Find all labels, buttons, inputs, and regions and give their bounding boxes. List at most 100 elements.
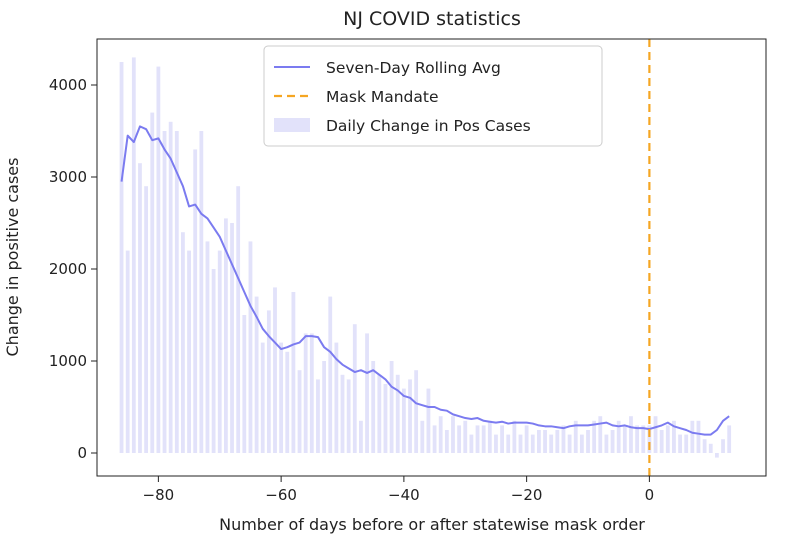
daily-change-bar — [395, 374, 400, 453]
x-axis-ticks: −80 −60 −40 −20 0 — [143, 476, 654, 504]
legend: Seven-Day Rolling Avg Mask Mandate Daily… — [263, 45, 603, 147]
daily-change-bar — [579, 434, 584, 453]
daily-change-bar — [432, 425, 437, 453]
daily-change-bar — [144, 186, 149, 453]
daily-change-bar — [401, 388, 406, 453]
daily-change-bar — [150, 112, 155, 453]
daily-change-bar — [457, 425, 462, 453]
daily-change-bar — [199, 131, 204, 453]
daily-change-bar — [518, 434, 523, 453]
y-axis-label: Change in positive cases — [3, 158, 22, 357]
daily-change-bar — [622, 425, 627, 453]
daily-change-bar — [223, 218, 228, 453]
daily-change-bar — [481, 425, 486, 453]
daily-change-bar — [438, 416, 443, 453]
daily-change-bar — [604, 434, 609, 453]
daily-change-bar — [383, 384, 388, 453]
daily-change-bar — [236, 186, 241, 453]
daily-change-bar — [524, 425, 529, 453]
daily-change-bar — [451, 416, 455, 453]
daily-change-bar — [328, 296, 333, 453]
daily-change-bar — [230, 223, 234, 453]
daily-change-bar — [181, 232, 185, 453]
daily-change-bar — [672, 420, 676, 453]
daily-change-bar — [616, 420, 621, 453]
daily-change-bar — [487, 420, 492, 453]
legend-label-rolling-avg: Seven-Day Rolling Avg — [326, 59, 501, 77]
daily-change-bar — [426, 388, 431, 453]
daily-change-bar — [174, 131, 179, 453]
daily-change-bar — [273, 287, 277, 453]
daily-change-bar — [217, 250, 222, 453]
daily-change-bar — [162, 131, 167, 453]
daily-change-bar — [279, 342, 284, 453]
plot-frame — [96, 38, 767, 477]
daily-change-bar — [131, 57, 136, 454]
daily-change-bar — [500, 425, 504, 453]
daily-change-bar — [205, 241, 210, 453]
daily-change-bar — [721, 439, 725, 453]
daily-change-bar — [506, 434, 511, 453]
daily-change-bar — [494, 434, 498, 453]
y-axis-ticks: 0 1000 2000 3000 4000 — [49, 76, 97, 462]
y-tick-label: 2000 — [49, 260, 87, 278]
daily-change-bar — [297, 370, 302, 453]
daily-change-bar — [463, 420, 468, 453]
y-tick-label: 1000 — [49, 352, 87, 370]
daily-change-bar — [567, 434, 572, 453]
daily-change-bars — [119, 57, 732, 458]
daily-change-bar — [598, 416, 603, 453]
daily-change-bar — [659, 430, 664, 453]
daily-change-bar — [512, 420, 517, 453]
daily-change-bar — [586, 430, 590, 453]
daily-change-bar — [469, 434, 474, 453]
daily-change-bar — [592, 420, 597, 453]
daily-change-bar — [549, 434, 554, 453]
y-tick-label: 3000 — [49, 168, 87, 186]
daily-change-bar — [475, 425, 480, 453]
daily-change-bar — [708, 443, 713, 453]
daily-change-bar — [371, 361, 376, 453]
daily-change-bar — [119, 62, 124, 453]
daily-change-bar — [555, 430, 560, 453]
daily-change-bar — [254, 296, 259, 453]
seven-day-rolling-avg-line — [120, 125, 730, 436]
daily-change-bar — [414, 370, 419, 453]
daily-change-bar — [684, 434, 689, 453]
daily-change-bar — [211, 269, 216, 453]
y-tick-label: 4000 — [49, 76, 87, 94]
x-tick-label: −40 — [388, 486, 420, 504]
chart-title: NJ COVID statistics — [343, 8, 521, 30]
daily-change-bar — [537, 430, 541, 453]
daily-change-bar — [702, 439, 707, 453]
x-tick-label: −20 — [511, 486, 543, 504]
daily-change-bar — [610, 430, 615, 453]
daily-change-bar — [260, 342, 265, 453]
daily-change-bar — [641, 425, 646, 453]
daily-change-bar — [635, 425, 640, 453]
daily-change-bar — [316, 379, 320, 453]
daily-change-bar — [696, 420, 701, 453]
daily-change-bar — [193, 149, 198, 453]
daily-change-bar — [727, 425, 732, 453]
daily-change-bar — [715, 453, 719, 458]
y-tick-label: 0 — [77, 444, 87, 462]
legend-label-mask-mandate: Mask Mandate — [326, 88, 439, 106]
daily-change-bar — [168, 121, 173, 454]
daily-change-bar — [138, 163, 142, 453]
daily-change-bar — [665, 425, 670, 453]
daily-change-bar — [629, 416, 633, 453]
legend-swatch-daily-change — [274, 118, 310, 132]
daily-change-bar — [420, 420, 425, 453]
daily-change-bar — [408, 379, 412, 453]
daily-change-bar — [530, 434, 535, 453]
daily-change-bar — [340, 374, 345, 453]
daily-change-bar — [653, 416, 658, 453]
daily-change-bar — [322, 361, 326, 453]
daily-change-bar — [291, 292, 296, 453]
daily-change-bar — [242, 315, 247, 453]
daily-change-bar — [678, 434, 682, 453]
daily-change-bar — [573, 420, 578, 453]
x-tick-label: −80 — [143, 486, 175, 504]
